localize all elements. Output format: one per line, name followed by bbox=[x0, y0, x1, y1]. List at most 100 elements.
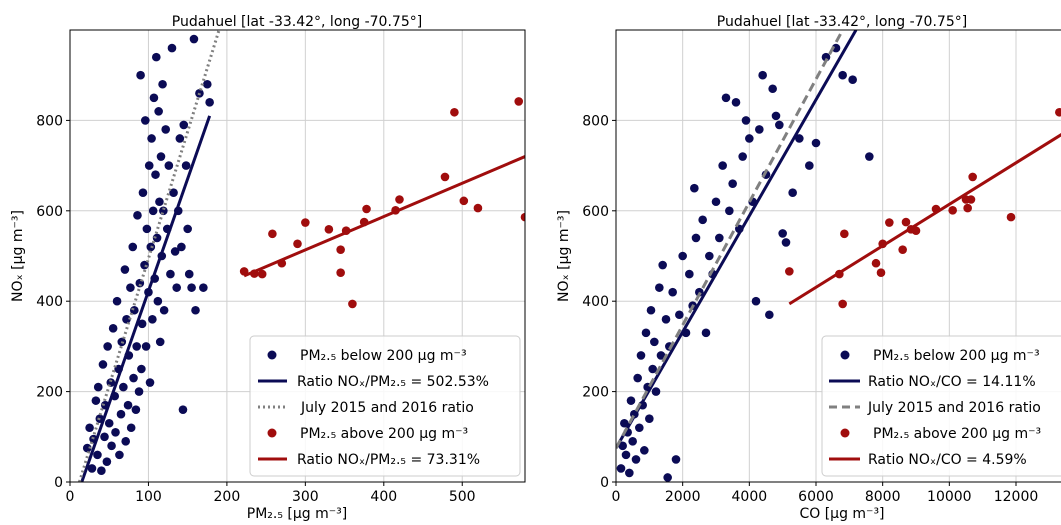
left-scatter-point bbox=[169, 188, 178, 198]
right-scatter-point bbox=[785, 267, 794, 276]
right-ticks: 0 2000 4000 6000 8000 10000 12000 0 200 400 600 800 bbox=[582, 113, 1038, 505]
right-scatter-point bbox=[721, 93, 731, 103]
right-scatter-point bbox=[788, 188, 797, 198]
right-x-tick-label: 2000 bbox=[665, 489, 701, 505]
left-scatter-point bbox=[473, 203, 483, 213]
left-scatter-point bbox=[122, 314, 131, 324]
left-scatter-point bbox=[103, 342, 112, 351]
right-scatter-point bbox=[626, 396, 636, 405]
left-scatter-point bbox=[158, 79, 167, 89]
left-scatter-point bbox=[100, 432, 109, 442]
right-x-tick-label: 4000 bbox=[732, 489, 768, 505]
left-scatter-point bbox=[123, 400, 133, 410]
right-scatter-point bbox=[1006, 212, 1016, 222]
left-plot-frame bbox=[69, 29, 526, 483]
right-scatter-point bbox=[656, 351, 666, 360]
right-scatter-point bbox=[636, 351, 646, 360]
left-scatter-point bbox=[93, 450, 102, 460]
right-scatter-point bbox=[731, 98, 741, 107]
right-scatter-point bbox=[621, 450, 631, 460]
left-scatter-point bbox=[151, 170, 160, 179]
right-scatter-point bbox=[885, 218, 894, 227]
right-scatter-point bbox=[775, 120, 784, 130]
right-scatter-point bbox=[671, 455, 681, 464]
right-legend-marker-below bbox=[840, 350, 850, 360]
left-scatter-point bbox=[293, 239, 302, 249]
left-scatter-point bbox=[134, 387, 144, 396]
left-scatter-point bbox=[132, 342, 141, 351]
left-scatter-point bbox=[98, 360, 108, 369]
left-scatter-point bbox=[520, 212, 525, 222]
right-legend-marker-above bbox=[840, 428, 850, 438]
right-scatter-point bbox=[715, 233, 724, 243]
right-scatter-point bbox=[668, 287, 677, 297]
left-scatter-point bbox=[514, 97, 524, 106]
left-y-tick-label: 200 bbox=[36, 385, 63, 401]
right-scatter-point bbox=[755, 125, 764, 134]
left-x-tick-label: 500 bbox=[449, 489, 476, 505]
right-scatter-point bbox=[641, 328, 651, 338]
left-x-tick-label: 100 bbox=[135, 489, 162, 505]
left-scatter-point bbox=[138, 188, 148, 198]
left-scatter-point bbox=[129, 373, 138, 383]
left-scatter-point bbox=[107, 441, 116, 451]
right-plot-frame bbox=[615, 29, 1061, 483]
right-scatter-point bbox=[646, 305, 656, 315]
left-scatter-point bbox=[137, 319, 147, 329]
right-scatter-point bbox=[771, 111, 781, 121]
right-scatter-point bbox=[911, 226, 921, 235]
right-scatter-point bbox=[635, 423, 644, 433]
left-scatter-point bbox=[121, 437, 130, 446]
right-scatter-point bbox=[838, 70, 847, 80]
left-scatter-point bbox=[459, 196, 469, 206]
left-scatter-point bbox=[148, 206, 158, 216]
left-scatter-point bbox=[156, 152, 166, 161]
left-scatter-point bbox=[136, 70, 145, 80]
right-scatter-point bbox=[633, 373, 642, 383]
left-scatter-point bbox=[177, 242, 186, 252]
right-scatter-point bbox=[1055, 107, 1061, 117]
left-legend-item-5: Ratio NOₓ/PM₂.₅ = 73.31% bbox=[297, 452, 480, 468]
right-legend-item-5: Ratio NOₓ/CO = 4.59% bbox=[868, 452, 1027, 468]
left-x-axis-label: PM₂.₅ [μg m⁻³] bbox=[247, 506, 347, 522]
left-scatter-point bbox=[116, 409, 126, 419]
right-legend-item-4: PM₂.₅ above 200 μg m⁻³ bbox=[873, 426, 1041, 442]
right-legend-box bbox=[821, 335, 1061, 477]
left-scatter-point bbox=[268, 229, 277, 239]
left-scatter-point bbox=[178, 405, 188, 414]
left-scatter-point bbox=[172, 283, 181, 292]
right-x-tick-label: 12000 bbox=[994, 489, 1039, 505]
right-scatter-point bbox=[628, 437, 637, 446]
right-x-tick-label: 6000 bbox=[798, 489, 834, 505]
right-chart-title: Pudahuel [lat -33.42°, long -70.75°] bbox=[717, 14, 967, 30]
left-scatter-point bbox=[112, 296, 122, 306]
right-x-tick-label: 8000 bbox=[865, 489, 901, 505]
right-scatter-point bbox=[625, 468, 634, 478]
right-scatter-point bbox=[963, 203, 972, 213]
right-scatter-point bbox=[728, 179, 737, 188]
left-scatter-point bbox=[102, 457, 112, 466]
left-scatter-point bbox=[128, 242, 138, 252]
left-scatter-point bbox=[189, 34, 199, 44]
left-scatter-point bbox=[145, 378, 155, 387]
right-scatter-point bbox=[618, 441, 627, 451]
left-scatter-point bbox=[87, 464, 97, 473]
left-x-tick-label: 400 bbox=[370, 489, 397, 505]
left-legend-item-4: PM₂.₅ above 200 μg m⁻³ bbox=[300, 426, 468, 442]
left-scatter-point bbox=[93, 382, 103, 392]
right-scatter-point bbox=[966, 195, 976, 204]
right-y-tick-label: 800 bbox=[582, 113, 609, 129]
left-scatter-point bbox=[336, 245, 345, 254]
left-scatter-point bbox=[161, 125, 171, 134]
right-scatter-point bbox=[745, 134, 754, 143]
right-scatter-point bbox=[811, 138, 821, 148]
left-scatter-point bbox=[153, 296, 163, 306]
left-legend-item-3: July 2015 and 2016 ratio bbox=[300, 400, 474, 416]
left-y-axis-label: NOₓ [μg m⁻³] bbox=[10, 210, 26, 302]
left-scatter-point bbox=[152, 233, 162, 243]
left-scatter-point bbox=[115, 450, 124, 460]
right-marks bbox=[616, 30, 1061, 482]
right-legend-item-2: Ratio NOₓ/CO = 14.11% bbox=[868, 374, 1036, 390]
left-legend-marker-below bbox=[267, 350, 277, 360]
right-scatter-point bbox=[705, 251, 714, 261]
